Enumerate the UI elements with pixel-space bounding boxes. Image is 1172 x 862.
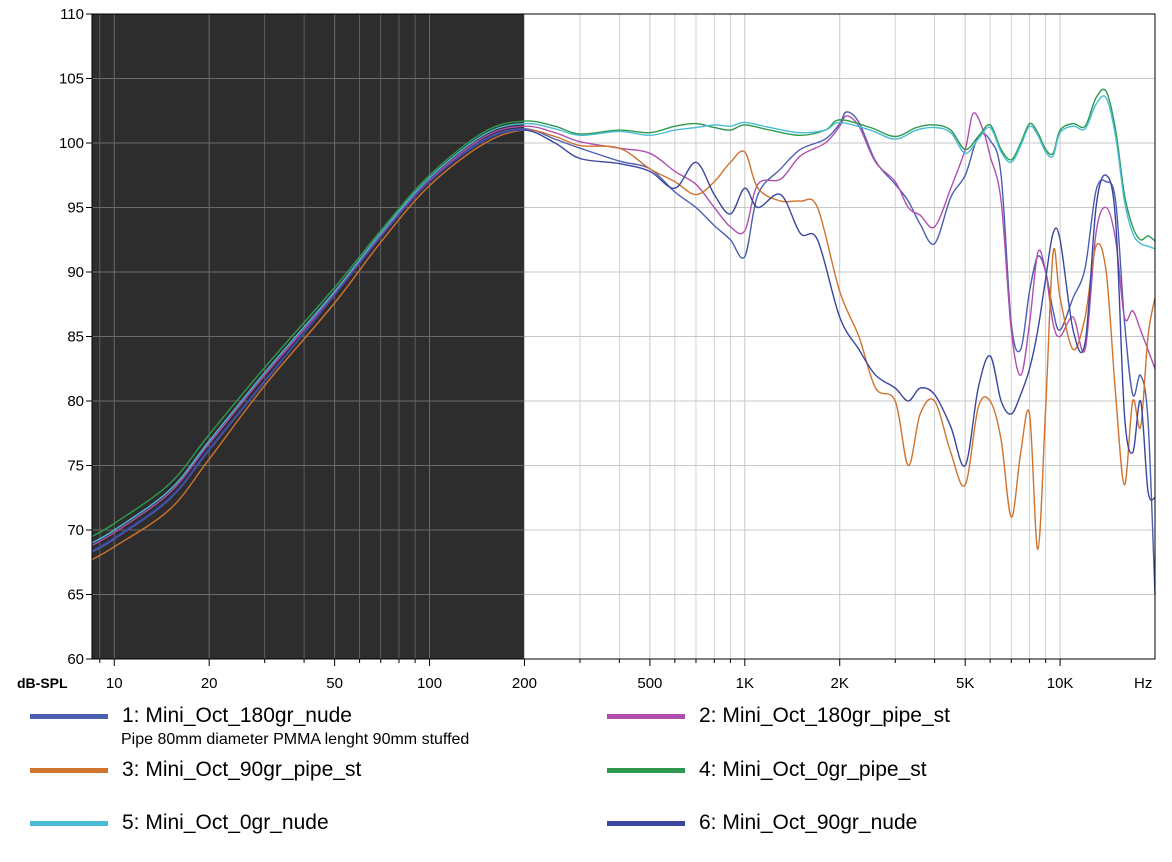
x-tick-label: 10K [1047, 675, 1074, 692]
series-line-6 [91, 129, 1156, 552]
legend-label: 3: Mini_Oct_90gr_pipe_st [122, 758, 362, 781]
legend-swatch [30, 820, 108, 826]
legend-item-6: 6: Mini_Oct_90gr_nude [607, 810, 917, 836]
legend-swatch [607, 767, 685, 773]
legend-item-2: 2: Mini_Oct_180gr_pipe_st [607, 703, 950, 729]
y-tick-label: 105 [59, 71, 84, 88]
legend-swatch [30, 713, 108, 719]
legend-swatch [30, 767, 108, 773]
x-ticks: 10 20 50 100 200 500 1K 2K 5K 10K [106, 675, 1074, 692]
legend-item-5: 5: Mini_Oct_0gr_nude [30, 810, 329, 836]
legend-label: 4: Mini_Oct_0gr_pipe_st [699, 758, 927, 781]
legend-item-3: 3: Mini_Oct_90gr_pipe_st [30, 757, 361, 783]
legend-label: 1: Mini_Oct_180gr_nude [122, 704, 352, 727]
y-tick-label: 95 [67, 200, 84, 217]
y-tick-label: 85 [67, 329, 84, 346]
plot-frame [91, 13, 1156, 660]
legend-label: 2: Mini_Oct_180gr_pipe_st [699, 704, 950, 727]
legend-label: 5: Mini_Oct_0gr_nude [122, 811, 329, 834]
y-tick-label: 100 [59, 135, 84, 152]
y-axis-label: dB-SPL [17, 675, 68, 691]
y-tick-label: 80 [67, 393, 84, 410]
y-tick-label: 90 [67, 264, 84, 281]
legend-swatch [607, 713, 685, 719]
series-line-3 [91, 129, 1156, 561]
series-line-2 [91, 112, 1156, 547]
series-line-4 [91, 88, 1156, 538]
legend-item-1: 1: Mini_Oct_180gr_nude [30, 703, 352, 729]
legend-note: Pipe 80mm diameter PMMA lenght 90mm stuf… [121, 731, 470, 748]
y-tick-label: 65 [67, 587, 84, 604]
series-line-5 [91, 95, 1156, 544]
y-tick-label: 75 [67, 458, 84, 475]
x-tick-label: 100 [417, 675, 442, 692]
x-tick-label: 50 [326, 675, 343, 692]
x-tick-label: 10 [106, 675, 123, 692]
y-tick-label: 110 [60, 6, 84, 23]
x-unit-label: Hz [1134, 675, 1152, 692]
series-group [91, 88, 1156, 595]
x-tick-label: 1K [736, 675, 754, 692]
x-tick-label: 200 [512, 675, 537, 692]
legend-swatch [607, 820, 685, 826]
legend-item-4: 4: Mini_Oct_0gr_pipe_st [607, 757, 927, 783]
frequency-response-chart: 60 65 70 75 80 85 90 95 100 105 110 10 20 50 100 200 50… [17, 6, 1156, 692]
x-tick-label: 500 [637, 675, 662, 692]
y-ticks: 60 65 70 75 80 85 90 95 100 105 110 [59, 6, 84, 668]
y-tick-label: 70 [67, 522, 84, 539]
x-tick-label: 5K [956, 675, 974, 692]
x-tick-label: 2K [831, 675, 849, 692]
y-tick-label: 60 [67, 651, 84, 668]
legend-label: 6: Mini_Oct_90gr_nude [699, 811, 918, 834]
x-tick-label: 20 [201, 675, 218, 692]
